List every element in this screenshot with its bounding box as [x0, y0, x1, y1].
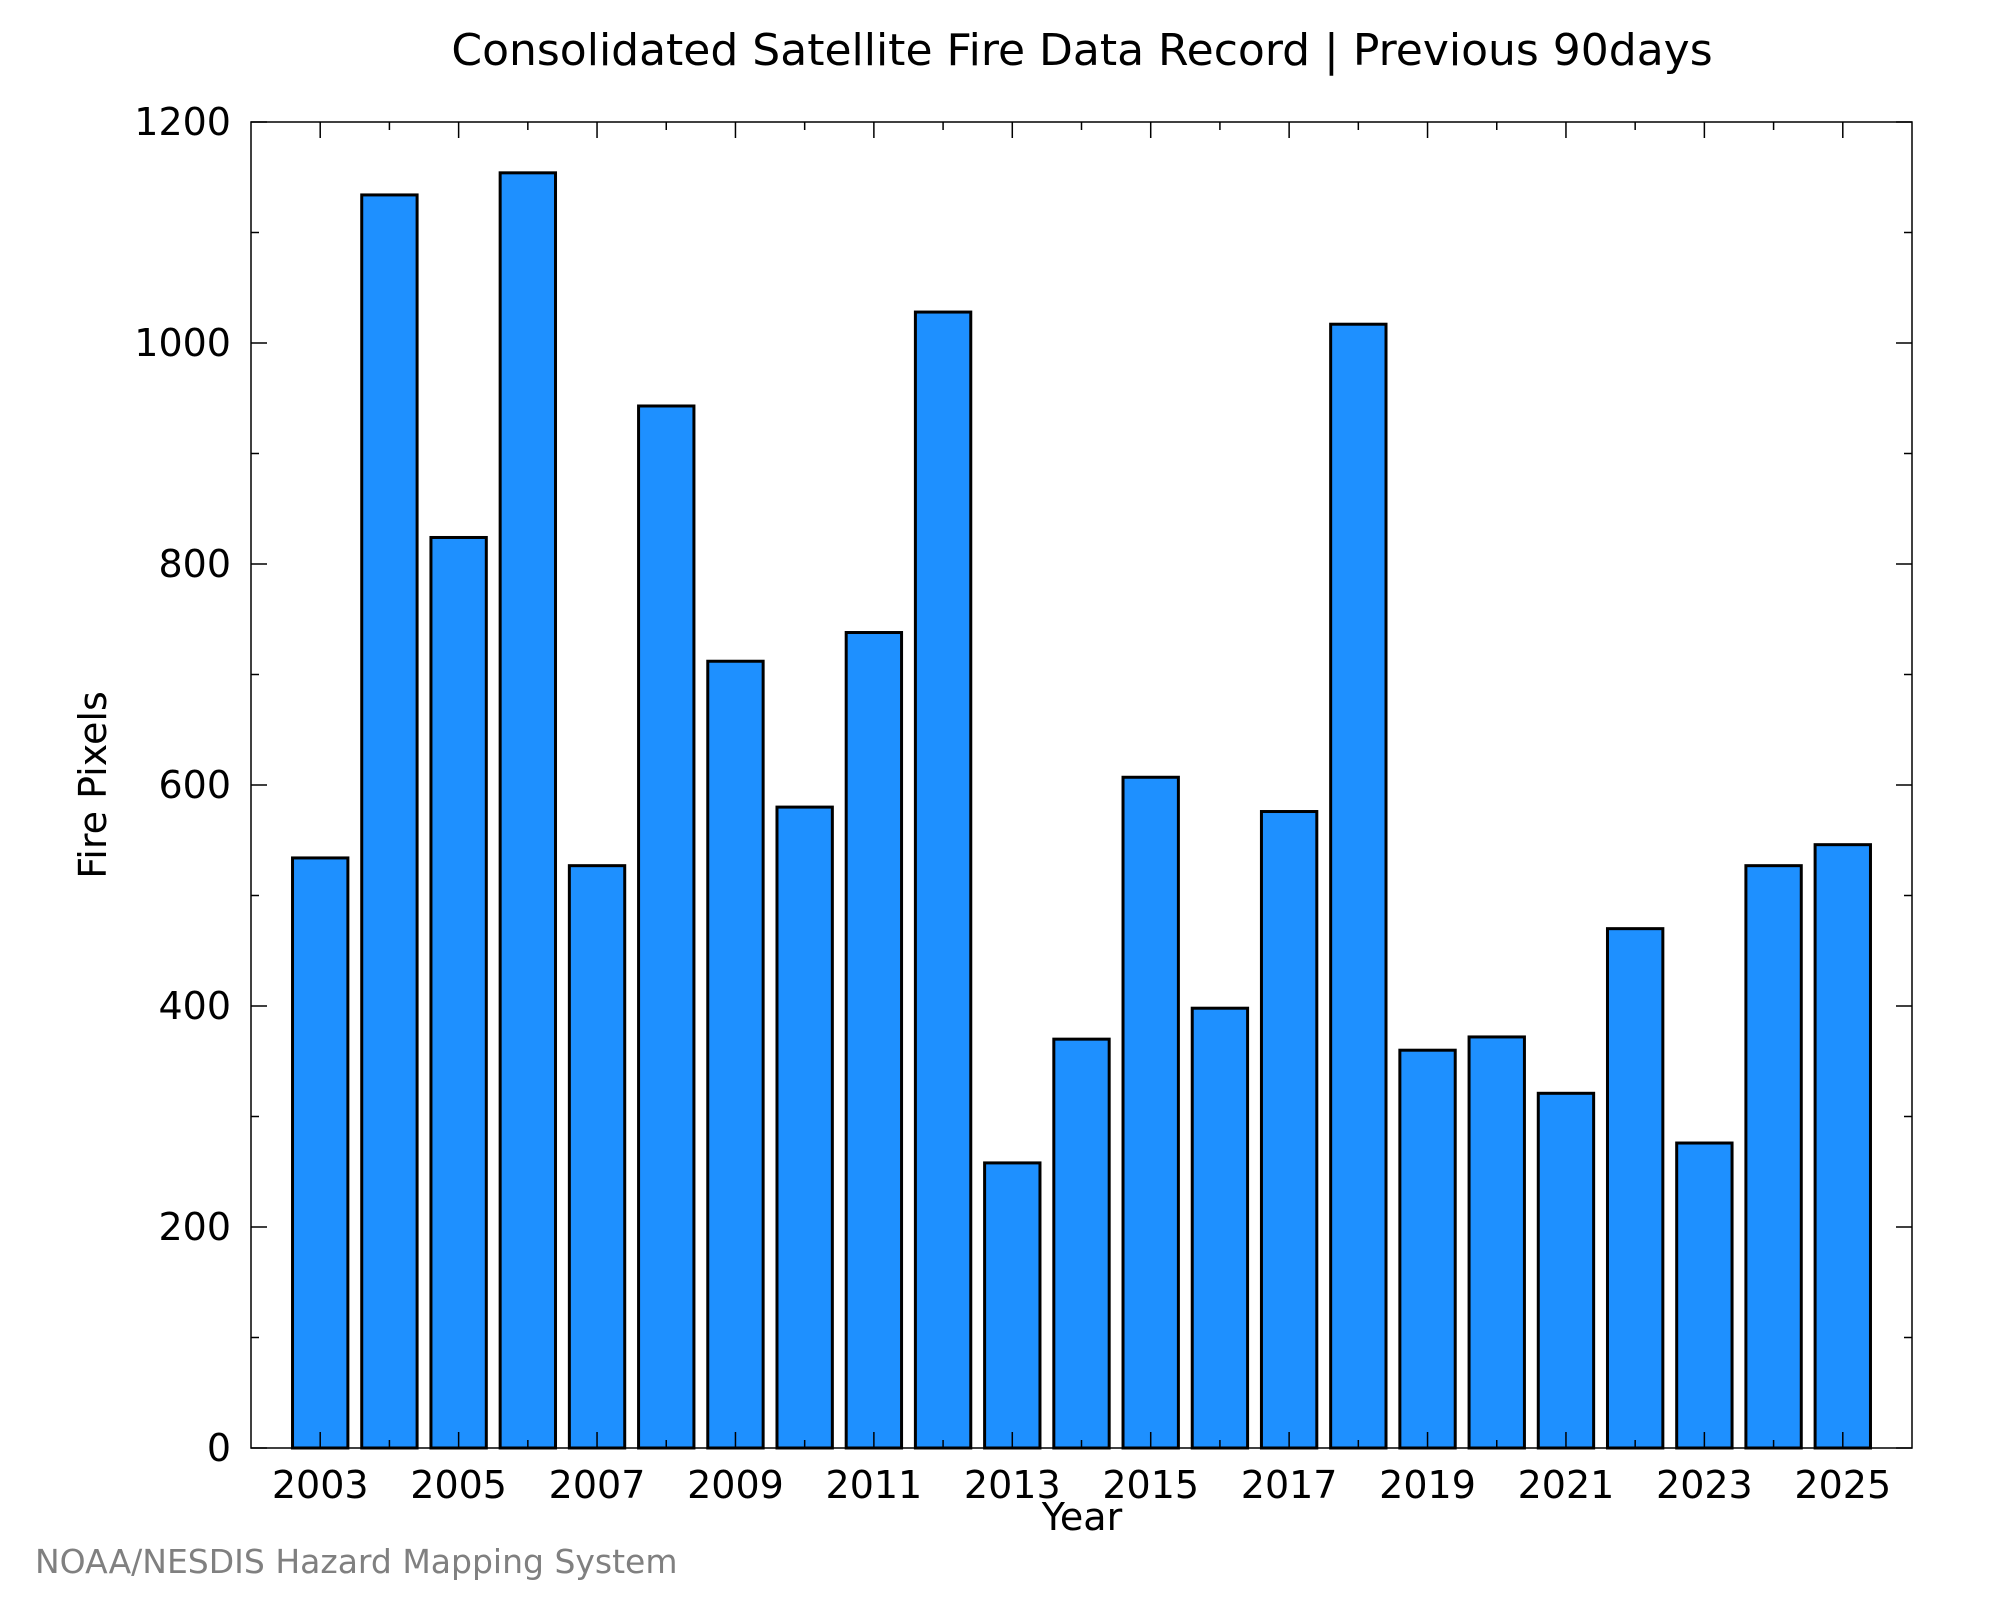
- chart-title: Consolidated Satellite Fire Data Record …: [451, 25, 1712, 76]
- bar-2014: [1052, 1037, 1111, 1450]
- x-tick-label: 2021: [1518, 1463, 1615, 1507]
- bar-2008: [637, 404, 696, 1450]
- bar-2007: [567, 864, 627, 1450]
- bar-2012: [913, 310, 973, 1450]
- bar-2013: [983, 1161, 1042, 1450]
- bar-2024: [1744, 864, 1803, 1450]
- x-tick-label: 2015: [1102, 1463, 1199, 1507]
- y-tick-label: 1000: [134, 321, 231, 365]
- y-axis-label: Fire Pixels: [71, 691, 115, 879]
- x-tick-label: 2013: [964, 1463, 1061, 1507]
- bar-2022: [1605, 927, 1665, 1450]
- y-tick-label: 600: [158, 763, 231, 807]
- bar-2016: [1190, 1006, 1250, 1450]
- x-tick-label: 2023: [1656, 1463, 1753, 1507]
- bar-2003: [291, 856, 350, 1450]
- bar-2004: [360, 193, 419, 1450]
- x-tick-label: 2011: [826, 1463, 923, 1507]
- bar-2006: [498, 171, 558, 1450]
- y-tick-label: 0: [207, 1426, 231, 1470]
- x-tick-label: 2009: [687, 1463, 784, 1507]
- bar-2023: [1675, 1141, 1734, 1450]
- y-tick-label: 400: [158, 984, 231, 1028]
- x-tick-label: 2025: [1794, 1463, 1891, 1507]
- x-axis-label: Year: [1041, 1495, 1123, 1539]
- bar-2005: [429, 535, 488, 1450]
- x-tick-label: 2019: [1379, 1463, 1476, 1507]
- bar-2019: [1398, 1048, 1457, 1450]
- bar-2025: [1813, 843, 1872, 1450]
- bar-2011: [844, 631, 904, 1450]
- x-tick-label: 2005: [410, 1463, 507, 1507]
- x-tick-label: 2003: [272, 1463, 369, 1507]
- x-tick-label: 2007: [549, 1463, 646, 1507]
- bar-2020: [1467, 1035, 1526, 1450]
- y-tick-label: 1200: [134, 100, 231, 144]
- bar-2010: [775, 805, 834, 1450]
- credit-text: NOAA/NESDIS Hazard Mapping System: [35, 1542, 678, 1581]
- bar-2009: [706, 659, 765, 1450]
- bar-2018: [1329, 322, 1388, 1450]
- x-tick-label: 2017: [1241, 1463, 1338, 1507]
- y-tick-label: 200: [158, 1205, 231, 1249]
- bar-2015: [1121, 775, 1180, 1450]
- y-tick-label: 800: [158, 542, 231, 586]
- bars-layer: [291, 171, 1872, 1450]
- bar-2021: [1536, 1091, 1596, 1450]
- bar-2017: [1259, 810, 1319, 1450]
- ticks-layer: 0 200 400 600 800 1000 1200 2003 2005 2007 2009 201…: [134, 100, 1912, 1507]
